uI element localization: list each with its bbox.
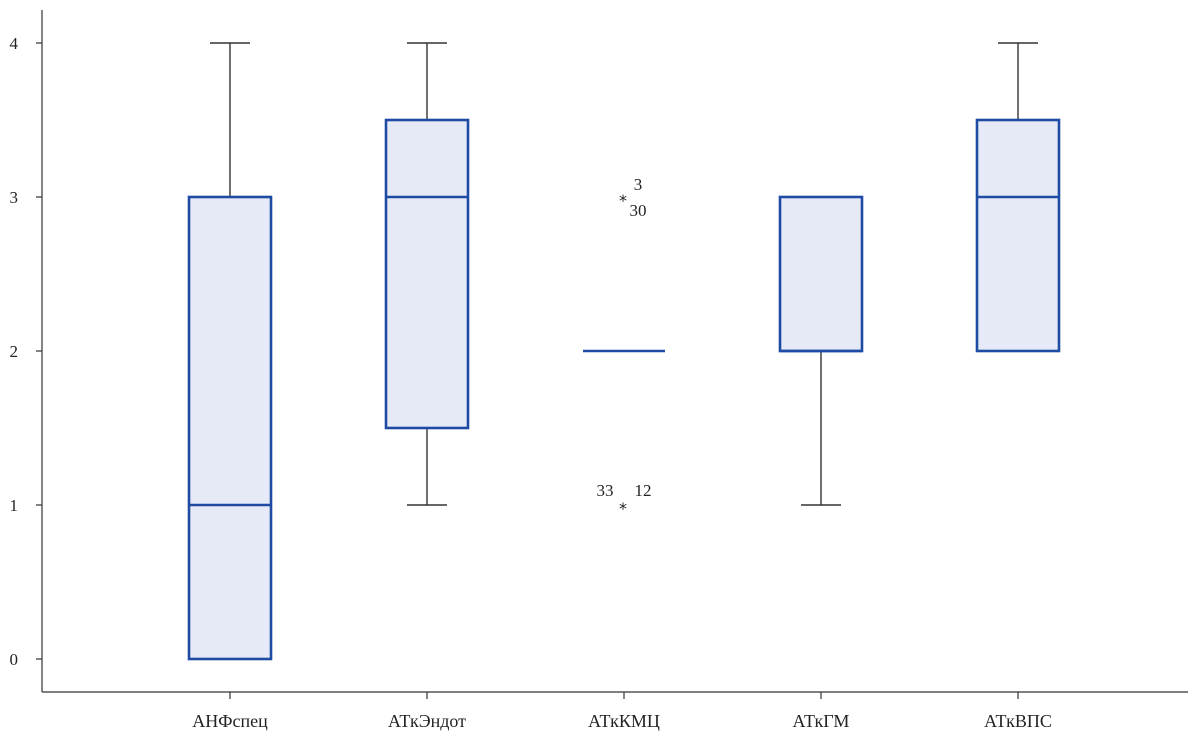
boxes: *330*33 12 [187,42,1061,661]
box-iqr [975,118,1061,353]
x-tick-label: АТкВПС [984,711,1052,731]
y-tick-label: 4 [10,34,19,53]
y-tick-label: 2 [10,342,19,361]
outlier-label: 3 [634,175,643,194]
box-group [187,42,273,661]
box-group [975,42,1061,353]
y-tick-label: 3 [10,188,19,207]
outlier-marker: * [619,499,627,518]
box-iqr [187,195,273,661]
x-ticks: АНФспец АТкЭндот АТкКМЦ АТкГМ АТкВПС [192,692,1052,731]
box-group: *330*33 12 [583,175,665,518]
outlier-label: 33 [597,481,614,500]
y-tick-label: 1 [10,496,19,515]
box-iqr [384,118,470,430]
x-tick-label: АТкГМ [793,711,850,731]
outlier-label: 12 [635,481,652,500]
x-tick-label: АНФспец [192,711,268,731]
outlier-marker: * [619,191,627,210]
box-group [384,42,470,506]
outlier-label: 30 [630,201,647,220]
box-group [778,195,864,506]
x-tick-label: АТкЭндот [388,711,466,731]
box-iqr [778,195,864,353]
y-tick-label: 0 [10,650,19,669]
x-tick-label: АТкКМЦ [588,711,660,731]
y-ticks: 0 1 2 3 4 [10,34,42,669]
